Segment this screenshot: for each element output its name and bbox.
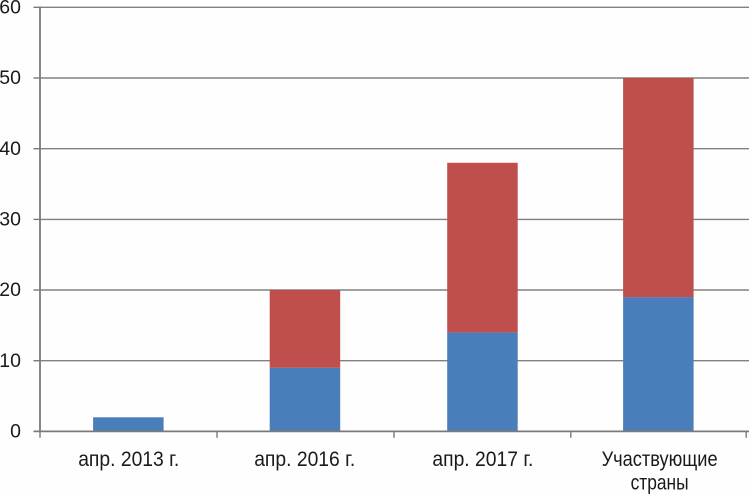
svg-text:0: 0 <box>10 421 21 443</box>
svg-text:60: 60 <box>0 0 21 19</box>
svg-text:40: 40 <box>0 138 21 160</box>
svg-text:50: 50 <box>0 67 21 89</box>
svg-text:апр. 2017 г.: апр. 2017 г. <box>432 448 533 471</box>
svg-text:апр. 2013 г.: апр. 2013 г. <box>78 448 179 471</box>
svg-text:страны: страны <box>631 472 689 495</box>
svg-text:Участвующие: Участвующие <box>602 448 718 471</box>
svg-text:20: 20 <box>0 279 21 301</box>
svg-text:апр. 2016 г.: апр. 2016 г. <box>254 448 355 471</box>
svg-text:10: 10 <box>0 350 21 372</box>
svg-text:30: 30 <box>0 209 21 231</box>
